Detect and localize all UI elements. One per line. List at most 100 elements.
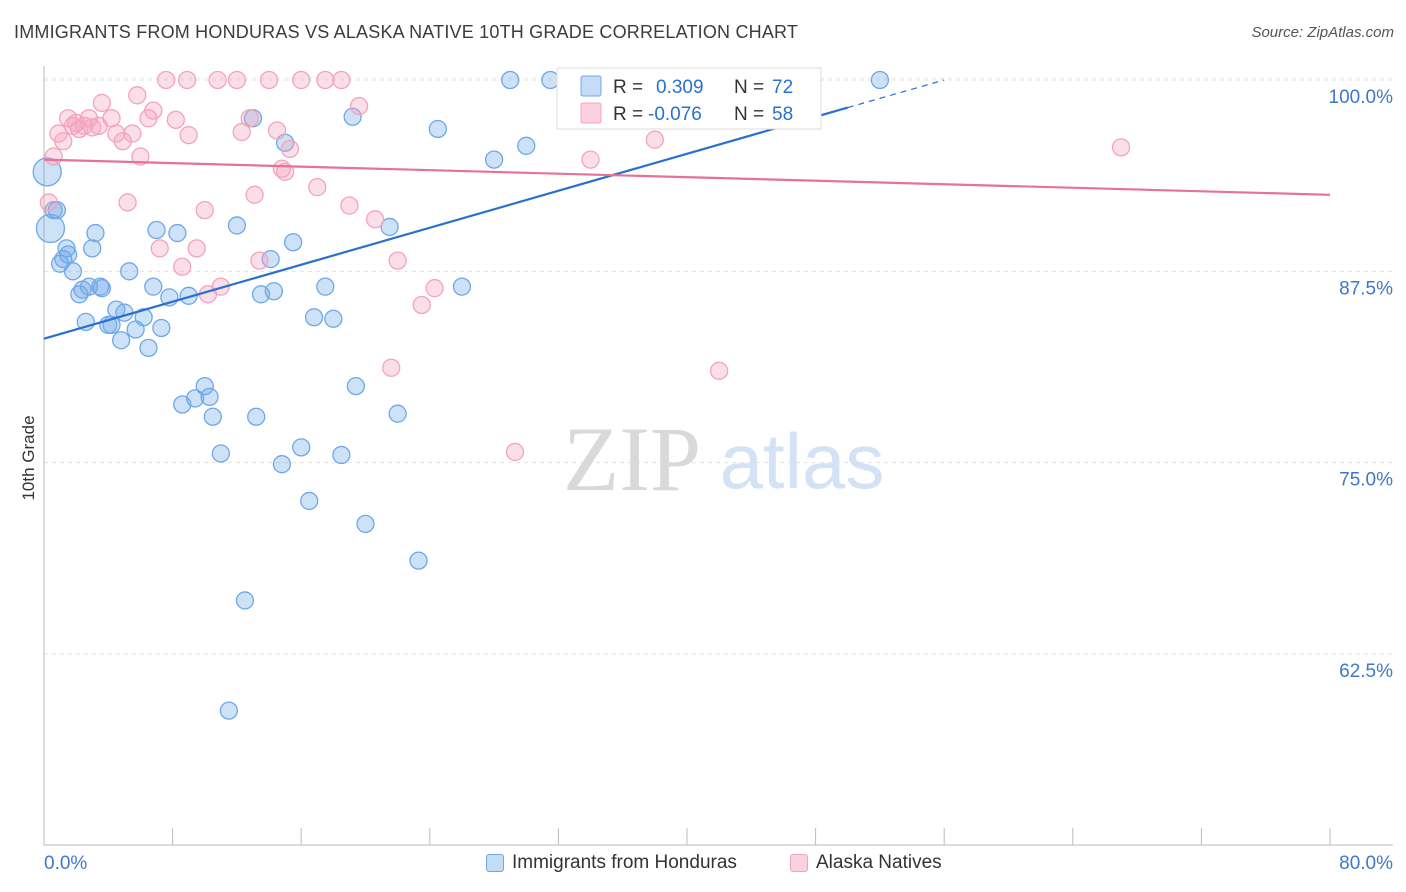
stats-n-value-1: 72 [772, 77, 793, 98]
legend-label-alaska: Alaska Natives [816, 852, 942, 873]
point-alaska-native [388, 251, 407, 270]
point-honduras [35, 213, 66, 244]
point-alaska-native [83, 118, 102, 137]
legend-item-honduras: Immigrants from Honduras [486, 852, 737, 874]
point-honduras [63, 262, 83, 281]
point-alaska-native [232, 122, 251, 142]
chart-title: IMMIGRANTS FROM HONDURAS VS ALASKA NATIV… [14, 22, 799, 42]
point-honduras [292, 438, 311, 457]
point-alaska-native [150, 239, 169, 258]
point-alaska-native [227, 70, 247, 90]
point-honduras [324, 309, 343, 328]
point-honduras [120, 262, 139, 281]
point-alaska-native [710, 361, 729, 380]
trend-layer [43, 79, 1331, 340]
stats-n-label-1: N = [734, 77, 764, 98]
point-alaska-native [267, 121, 287, 140]
trendline-honduras-extension [847, 79, 945, 109]
y-tick-label: 87.5% [1339, 278, 1393, 299]
point-alaska-native [195, 200, 214, 220]
y-tick-label: 75.0% [1339, 470, 1393, 491]
trendline-alaska-natives [43, 158, 1331, 196]
stats-n-label-2: N = [734, 104, 764, 125]
series-alaska-natives [39, 70, 1131, 462]
point-honduras [264, 282, 284, 301]
point-alaska-native [102, 109, 121, 128]
point-honduras [152, 318, 171, 338]
point-honduras [83, 239, 102, 258]
point-alaska-native [505, 442, 525, 462]
point-alaska-native [250, 251, 269, 270]
point-honduras [501, 70, 520, 90]
stats-n-value-2: 58 [772, 104, 793, 125]
point-honduras [272, 455, 292, 474]
point-honduras [200, 387, 219, 406]
point-alaska-native [292, 70, 311, 90]
point-alaska-native [187, 239, 206, 258]
point-honduras [247, 407, 266, 426]
point-honduras [452, 277, 472, 296]
point-alaska-native [92, 93, 112, 113]
point-honduras [388, 404, 407, 423]
point-honduras [284, 233, 303, 252]
point-alaska-native [259, 70, 279, 90]
point-alaska-native [340, 196, 359, 215]
y-tick-label: 62.5% [1339, 661, 1393, 682]
point-honduras [409, 551, 428, 570]
point-honduras [304, 308, 324, 327]
point-honduras [870, 70, 890, 90]
point-alaska-native [275, 162, 295, 181]
point-honduras [203, 407, 222, 426]
point-alaska-native [245, 185, 264, 204]
point-honduras [332, 445, 351, 465]
point-honduras [211, 444, 230, 463]
point-honduras [300, 491, 319, 511]
point-honduras [380, 217, 399, 237]
point-honduras [219, 701, 239, 720]
point-alaska-native [308, 177, 327, 197]
point-honduras [428, 119, 447, 139]
point-alaska-native [412, 295, 431, 315]
point-honduras [185, 389, 205, 408]
point-honduras [484, 150, 504, 169]
point-alaska-native [645, 130, 664, 149]
point-alaska-native [211, 277, 230, 296]
watermark-zip: ZIP [563, 408, 701, 510]
point-honduras [227, 216, 247, 235]
stats-r-value-2: -0.076 [648, 104, 702, 125]
point-honduras [58, 245, 78, 264]
point-honduras [86, 223, 105, 243]
x-tick-label-min: 0.0% [44, 853, 87, 874]
point-alaska-native [240, 109, 259, 128]
point-alaska-native [349, 96, 369, 116]
point-honduras [195, 376, 214, 396]
point-alaska-native [128, 86, 147, 105]
point-alaska-native [382, 358, 401, 377]
point-honduras [346, 376, 366, 396]
point-honduras [92, 279, 112, 298]
point-alaska-native [316, 70, 335, 90]
point-alaska-native [581, 150, 600, 169]
point-honduras [179, 286, 198, 305]
point-alaska-native [208, 70, 227, 90]
stats-legend: R = 0.309 N = 72 R = -0.076 N = 58 [556, 67, 822, 130]
point-alaska-native [177, 70, 197, 90]
point-alaska-native [179, 125, 198, 145]
point-alaska-native [272, 159, 292, 178]
stats-legend-swatch-honduras [580, 75, 602, 97]
stats-r-value-1: 0.309 [656, 77, 704, 98]
axis-layer: 62.5% 75.0% 87.5% 100.0% 0.0% 80.0% 10th Grade [19, 66, 1393, 874]
point-honduras [517, 136, 536, 155]
point-honduras [139, 338, 158, 358]
point-alaska-native [157, 70, 176, 90]
y-tick-label: 100.0% [1329, 87, 1394, 108]
point-alaska-native [113, 132, 132, 151]
point-alaska-native [54, 132, 73, 151]
legend-label-honduras: Immigrants from Honduras [512, 852, 737, 873]
trendline-honduras [43, 106, 849, 340]
point-honduras [235, 591, 255, 610]
point-alaska-native [332, 70, 351, 90]
point-honduras [112, 331, 131, 350]
point-honduras [168, 223, 187, 243]
